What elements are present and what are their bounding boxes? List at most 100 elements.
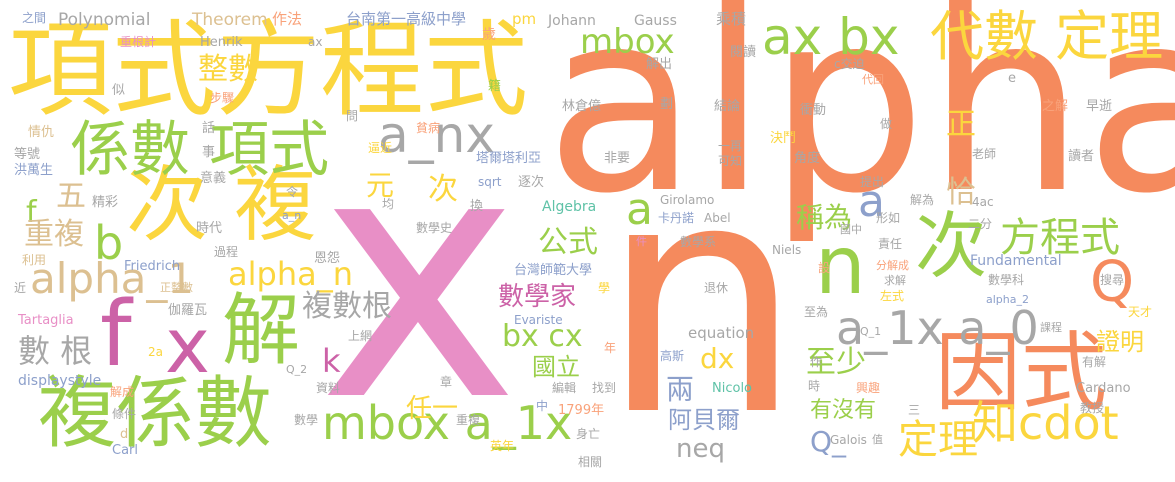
- word-guoli: 國立: [532, 353, 580, 381]
- word-kadanuo: 卡丹諾: [658, 211, 695, 225]
- word-daihui: 代回: [862, 73, 884, 86]
- word-zhuci: 逐次: [518, 175, 545, 190]
- word-daishu-dingli: 代數 定理: [930, 5, 1164, 68]
- word-bx-cx: bx cx: [502, 319, 583, 354]
- word-jiechu: 解出: [646, 57, 673, 72]
- word-girolamo: Girolamo: [660, 193, 715, 207]
- word-q-low: Q_: [810, 425, 847, 458]
- word-ax-small: ax: [308, 35, 323, 49]
- word-x-small: x: [165, 301, 210, 390]
- word-sui: 歲: [482, 27, 496, 43]
- word-gaosi: 高斯: [660, 349, 685, 363]
- word-cardano: Cardano: [1076, 381, 1131, 396]
- word-pm: pm: [512, 10, 537, 28]
- word-chonggenji: 重根計: [120, 35, 157, 49]
- word-qingchou: 情仇: [28, 125, 55, 140]
- word-taiwan-normal: 台灣師範大學: [514, 263, 593, 278]
- word-a-n-small: a_n: [282, 209, 302, 222]
- word-yinshi: 因式: [935, 323, 1107, 423]
- word-lin-cangyi: 林倉億: [562, 99, 602, 114]
- word-fangchengshi: 方程式: [1000, 215, 1120, 261]
- word-ziliao: 資料: [316, 381, 341, 395]
- word-displaystyle: displaystyle: [18, 373, 102, 389]
- word-pinqiong: 貧病: [416, 121, 441, 135]
- word-jueduo: 決鬥: [770, 131, 797, 146]
- word-shuxueke: 數學科: [988, 273, 1025, 287]
- word-henrik: Henrik: [200, 35, 243, 50]
- word-nian: 年: [604, 341, 617, 355]
- word-niels: Niels: [772, 243, 802, 257]
- word-jie: 解: [222, 286, 301, 376]
- word-alpha-1: alpha_1: [30, 254, 195, 303]
- word-zuofa: 作法: [272, 10, 303, 28]
- word-zhengshu: 整數: [198, 52, 258, 87]
- word-kezhi: 可知: [718, 154, 743, 168]
- word-friedrich: Friedrich: [124, 259, 181, 274]
- word-fundamental: Fundamental: [970, 253, 1062, 269]
- word-bisi: 逼近: [368, 141, 393, 155]
- word-youjie: 有解: [1082, 355, 1107, 369]
- word-jiaodu: 角度: [794, 151, 821, 166]
- word-laoshi: 老師: [972, 147, 997, 161]
- word-a-mid: a: [626, 184, 653, 235]
- word-2a: 2a: [148, 345, 163, 359]
- word-fenjiecheng: 分解成: [876, 259, 909, 272]
- word-4ac: 4ac: [972, 195, 994, 209]
- word-qia: 恰: [946, 175, 976, 210]
- word-alpha-n: alpha_n: [228, 255, 353, 293]
- word-qiujie: 求解: [884, 274, 906, 287]
- word-johann: Johann: [548, 13, 596, 29]
- word-e: e: [1008, 71, 1016, 86]
- word-alpha: alpha: [545, 0, 1175, 248]
- word-a-nx: a_nx: [378, 106, 495, 164]
- word-jingcai: 精彩: [92, 195, 119, 210]
- word-huan: 換: [470, 199, 484, 214]
- word-q2: Q_2: [286, 363, 308, 376]
- word-guocheng: 過程: [214, 245, 239, 259]
- word-dengho: 等號: [14, 147, 41, 162]
- word-sousuo: 搜尋: [1100, 273, 1125, 287]
- word-zeren: 責任: [878, 237, 903, 251]
- word-shenwang: 身亡: [576, 427, 601, 441]
- word-zaoshi: 早逝: [1086, 99, 1113, 114]
- word-shi: 事: [202, 145, 216, 160]
- word-a-right: a: [858, 176, 885, 227]
- word-ling: 令: [286, 185, 299, 199]
- word-renyi: 任一: [406, 394, 459, 424]
- word-jiecheng: 解成: [110, 385, 135, 399]
- word-neq: neq: [676, 434, 725, 464]
- word-jian: 件: [636, 235, 647, 248]
- word-shangwang: 上網: [348, 329, 373, 343]
- word-erfen: 二分: [968, 217, 993, 231]
- word-jiaopo: c交迫: [834, 57, 865, 71]
- word-ci-right: 次: [915, 204, 988, 288]
- word-duzhe: 讀者: [1068, 149, 1095, 164]
- word-d: d: [120, 427, 129, 442]
- word-si: 似: [112, 83, 126, 98]
- word-galois: Galois: [830, 433, 867, 447]
- word-k: k: [322, 342, 341, 380]
- word-she: 設: [818, 261, 831, 275]
- word-n: n: [600, 114, 803, 482]
- word-guozhong: 國中: [840, 223, 862, 236]
- word-zhi-zhi: 之間: [22, 11, 47, 25]
- word-tiaojian: 條件: [112, 407, 137, 421]
- word-zheng: 正: [946, 107, 976, 142]
- word-galuowa: 伽羅瓦: [168, 303, 208, 318]
- word-f: f: [100, 282, 132, 387]
- word-tiancai: 天才: [1128, 305, 1153, 319]
- word-tuixiu: 退休: [704, 281, 729, 295]
- word-xingsi: 形如: [876, 211, 901, 225]
- word-wu: 五: [56, 179, 86, 214]
- word-polynomial: Polynomial: [58, 10, 151, 30]
- word-shuxue: 數學: [294, 413, 319, 427]
- word-dx: dx: [700, 342, 735, 375]
- word-bianji: 編輯: [552, 381, 577, 395]
- word-shu-gen: 數 根: [18, 332, 93, 370]
- word-a-1x-a-0: a_1x a_0: [836, 301, 1039, 355]
- word-zhi-cdot: 知cdot: [972, 396, 1119, 450]
- word-zuoshi: 左式: [880, 289, 905, 303]
- word-zhengming: 證明: [1096, 328, 1144, 356]
- word-evariste: Evariste: [514, 313, 563, 327]
